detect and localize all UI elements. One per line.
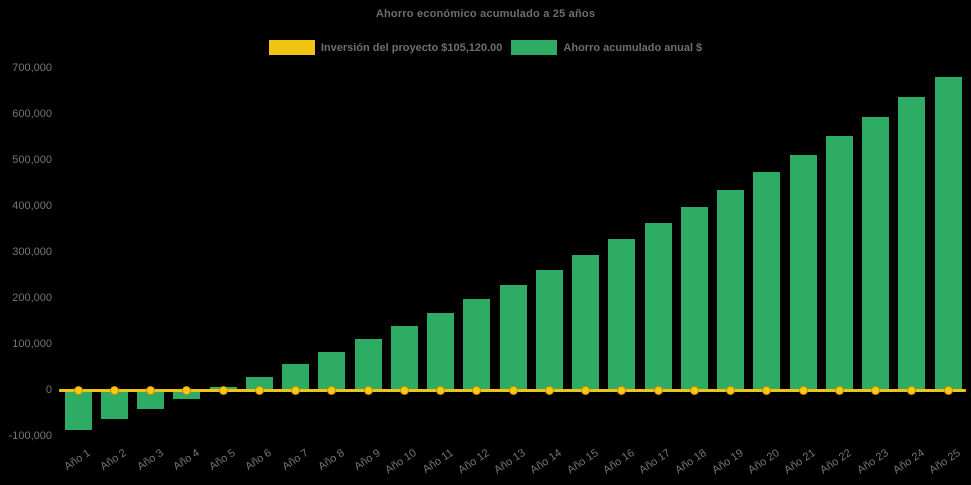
investment-line-marker [73, 385, 83, 395]
investment-line-marker [871, 385, 880, 395]
investment-legend-swatch [268, 40, 315, 55]
investment-line-marker [109, 385, 119, 395]
investment-line-marker [291, 385, 300, 395]
investment-line-marker [399, 385, 409, 395]
y-axis-tick-label: 400,000 [12, 200, 52, 213]
y-axis-tick-label: 300,000 [12, 246, 52, 259]
bar-ano-17 [644, 223, 672, 391]
investment-line-marker [182, 385, 192, 395]
investment-line-marker [544, 385, 554, 395]
legend-item-savings: Ahorro acumulado anual $ [511, 40, 702, 55]
bar-ano-3 [137, 390, 164, 409]
bar-ano-6 [245, 376, 273, 391]
y-axis-tick-label: 700,000 [12, 62, 52, 75]
investment-line-marker [907, 385, 917, 395]
bar-ano-15 [572, 254, 599, 391]
investment-line-marker [798, 385, 808, 395]
investment-line-marker [146, 385, 155, 395]
chart-title: Ahorro económico acumulado a 25 años [375, 8, 596, 20]
bar-ano-22 [825, 136, 853, 391]
y-axis-tick-label: 0 [45, 384, 52, 397]
bar-ano-11 [427, 313, 454, 391]
bar-ano-20 [753, 172, 781, 391]
bar-ano-18 [680, 206, 708, 391]
investment-line-marker [689, 385, 699, 395]
bar-ano-10 [390, 325, 418, 391]
bar-ano-16 [608, 239, 636, 391]
investment-line-marker [617, 385, 627, 395]
bar-ano-12 [463, 298, 491, 391]
investment-line-marker [943, 385, 953, 395]
savings-legend-label: Ahorro acumulado anual $ [563, 41, 703, 54]
bar-ano-21 [789, 154, 817, 391]
bar-ano-9 [354, 339, 382, 391]
bar-ano-2 [100, 390, 128, 419]
bar-ano-14 [535, 270, 563, 391]
y-axis-tick-label: 100,000 [12, 338, 52, 351]
investment-line-marker [218, 385, 228, 395]
y-axis-tick-label: -100,000 [8, 430, 52, 443]
bar-ano-13 [499, 285, 527, 391]
investment-legend-label: Inversión del proyecto $105,120.00 [320, 41, 503, 54]
y-axis-tick-label: 600,000 [12, 108, 52, 121]
investment-line-marker [581, 385, 590, 395]
bar-ano-19 [717, 189, 744, 391]
bar-ano-23 [862, 116, 889, 391]
chart-legend: Inversión del proyecto $105,120.00 Ahorr… [0, 40, 971, 55]
investment-line-marker [363, 385, 373, 395]
investment-line-marker [726, 385, 735, 395]
investment-line-marker [508, 385, 518, 395]
y-axis-tick-label: 200,000 [12, 292, 52, 305]
investment-line-marker [653, 385, 663, 395]
investment-line-marker [472, 385, 482, 395]
bar-ano-25 [934, 76, 962, 391]
investment-line-marker [327, 385, 337, 395]
bar-ano-8 [318, 351, 346, 391]
investment-line-marker [762, 385, 772, 395]
investment-line-marker [254, 385, 264, 395]
bar-ano-24 [898, 97, 926, 391]
investment-line-marker [436, 385, 445, 395]
savings-legend-swatch [511, 40, 558, 55]
y-axis-tick-label: 500,000 [12, 154, 52, 167]
bar-ano-1 [64, 390, 92, 430]
legend-item-investment: Inversión del proyecto $105,120.00 [268, 40, 503, 55]
investment-line-marker [834, 385, 844, 395]
